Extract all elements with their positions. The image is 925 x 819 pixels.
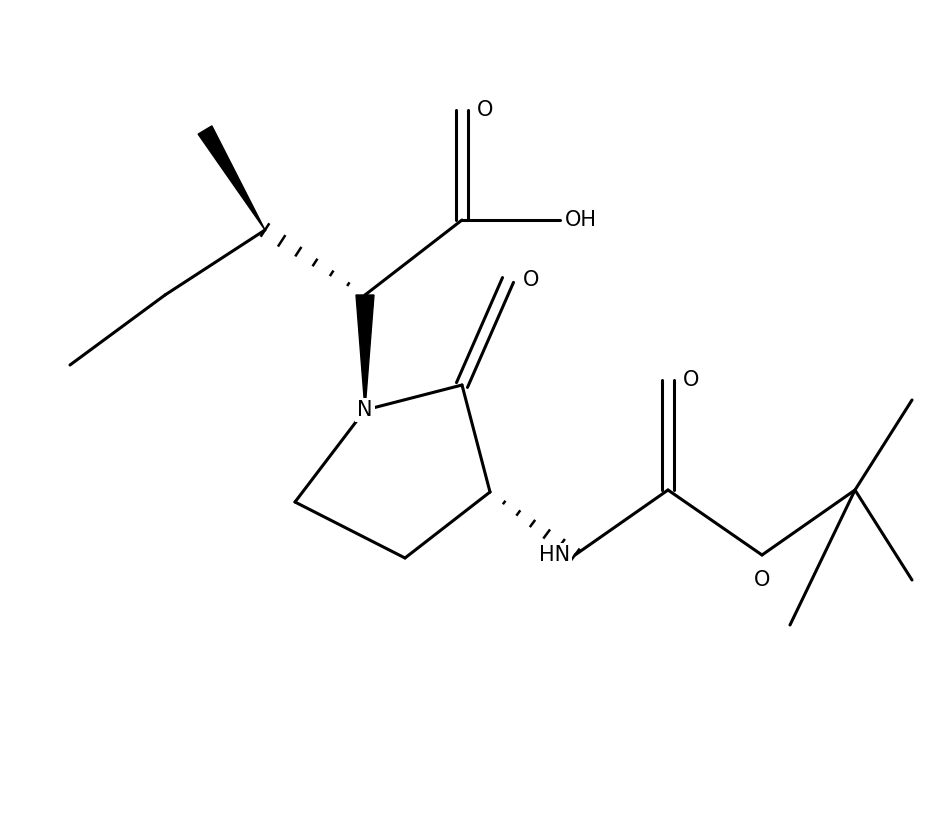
- Text: O: O: [477, 100, 493, 120]
- Polygon shape: [356, 295, 374, 410]
- Text: HN: HN: [539, 545, 570, 565]
- Text: O: O: [523, 270, 539, 290]
- Text: OH: OH: [565, 210, 597, 230]
- Text: O: O: [683, 370, 699, 390]
- Text: O: O: [754, 570, 771, 590]
- Text: N: N: [357, 400, 373, 420]
- Polygon shape: [198, 126, 265, 230]
